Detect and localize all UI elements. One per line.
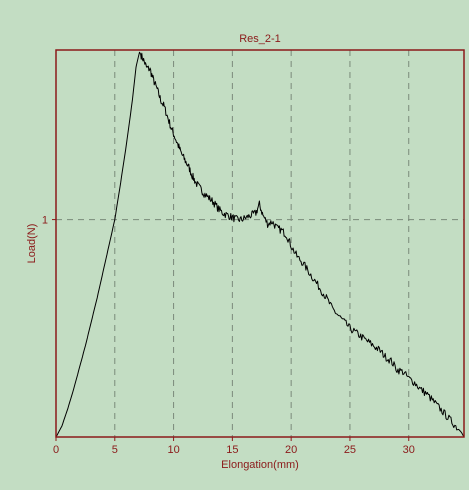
x-axis-title: Elongation(mm) — [221, 459, 299, 471]
series-layer — [55, 51, 465, 438]
x-tick-label: 10 — [167, 444, 179, 456]
plot-frame — [55, 49, 465, 438]
y-tick-label: 1 — [42, 215, 48, 227]
x-tick-label: 30 — [403, 444, 415, 456]
y-axis-title: Load(N) — [26, 224, 38, 264]
tick-layer: 0 5 10 15 20 25 30 1 — [42, 215, 415, 456]
x-tick-label: 25 — [344, 444, 356, 456]
x-tick-label: 15 — [226, 444, 238, 456]
x-tick-label: 5 — [112, 444, 118, 456]
x-tick-label: 0 — [53, 444, 59, 456]
grid-layer — [56, 50, 464, 437]
series-line — [55, 51, 465, 438]
chart-title: Res_2-1 — [239, 33, 281, 45]
x-tick-label: 20 — [285, 444, 297, 456]
